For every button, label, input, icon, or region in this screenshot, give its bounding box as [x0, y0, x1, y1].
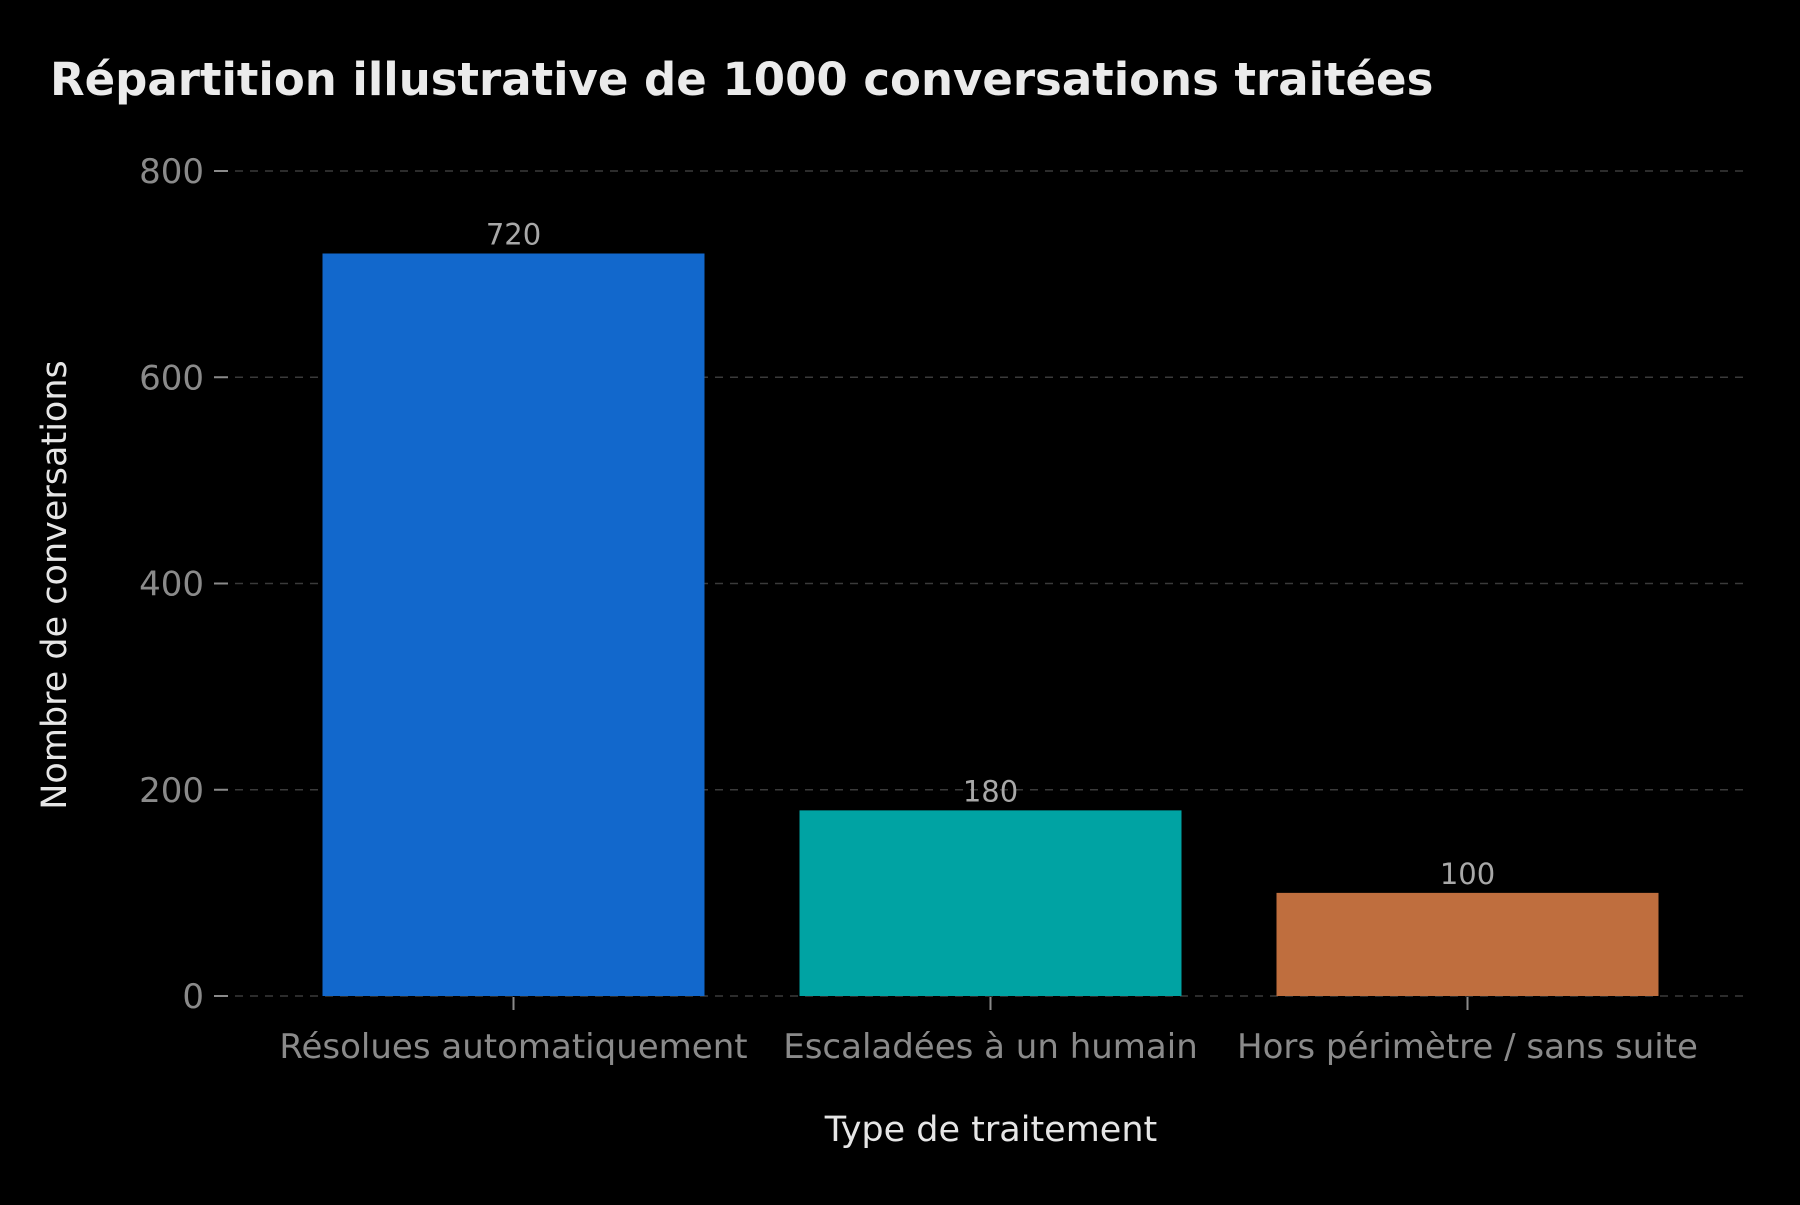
x-tick-label: Résolues automatiquement — [279, 1027, 747, 1067]
bar-1 — [322, 253, 705, 996]
x-axis-label: Type de traitement — [824, 1110, 1157, 1150]
bar-2 — [799, 810, 1182, 996]
y-tick-label: 600 — [139, 358, 204, 398]
bars: 720 180 100 — [322, 218, 1659, 996]
y-axis-label: Nombre de conversations — [35, 360, 75, 810]
data-label-1: 720 — [486, 218, 541, 252]
x-tick-label: Escaladées à un humain — [783, 1027, 1198, 1067]
data-label-3: 100 — [1440, 857, 1495, 891]
y-tick-label: 400 — [139, 565, 204, 605]
x-axis-ticks: Résolues automatiquement Escaladées à un … — [279, 997, 1698, 1067]
x-tick-label: Hors périmètre / sans suite — [1237, 1027, 1698, 1067]
y-axis-ticks: 0 200 400 600 800 — [139, 152, 228, 1017]
y-tick-label: 200 — [139, 771, 204, 811]
chart-title: Répartition illustrative de 1000 convers… — [50, 53, 1433, 106]
y-tick-label: 800 — [139, 152, 204, 192]
bar-3 — [1276, 892, 1659, 996]
data-label-2: 180 — [963, 774, 1018, 808]
y-tick-label: 0 — [182, 977, 204, 1017]
